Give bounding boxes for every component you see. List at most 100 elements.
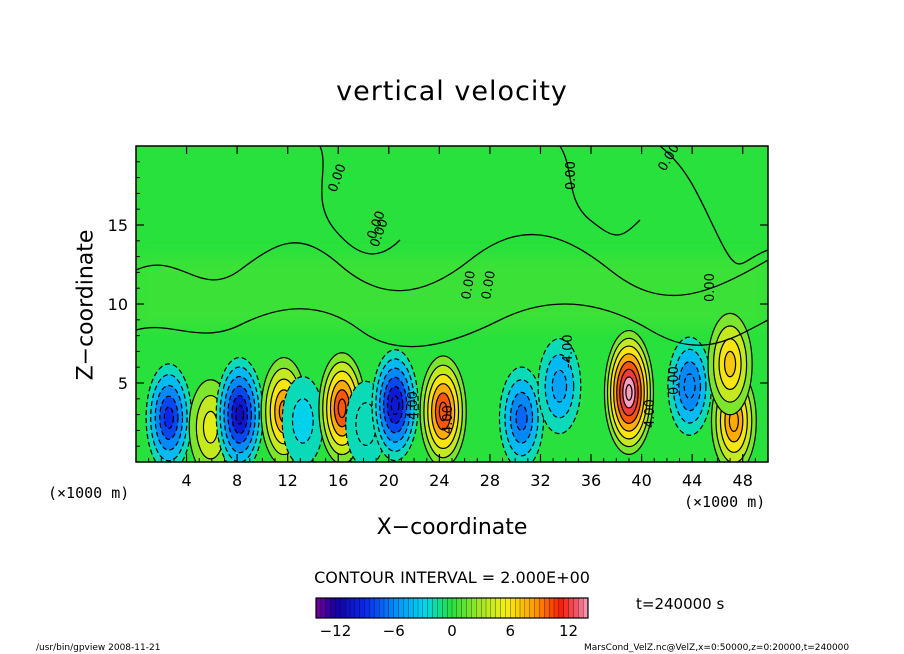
colorbar-swatch [568,597,574,619]
y-tick-label: 10 [108,295,128,314]
contour-ring [551,369,568,403]
velocity-cell [667,336,712,436]
velocity-cell [603,329,655,455]
velocity-cell [145,363,193,462]
colorbar-swatch [529,597,536,619]
contour-label: 4.00 [441,405,456,434]
x-tick-label: 44 [682,471,702,490]
contour-ring [337,398,347,419]
colorbar-swatch [510,597,516,619]
footer-left: /usr/bin/gpview 2008-11-21 [36,643,161,653]
x-tick-label: 36 [581,471,601,490]
contour-label: 0.00 [479,270,499,301]
colorbar-swatch [442,597,448,619]
contour-ring [202,410,219,444]
x-unit-right: (×1000 m) [684,493,766,511]
footer-right: MarsCond_VelZ.nc@VelZ,x=0:50000,z=0:2000… [584,643,850,653]
colorbar-tick-label: 12 [559,622,578,640]
colorbar-swatch [412,597,419,619]
colorbar-swatch [340,597,346,619]
x-tick-label: 4 [181,471,191,490]
zero-contour-line [559,146,641,236]
colorbar-swatch [354,597,361,619]
x-tick-label: 48 [733,471,753,490]
colorbar-swatch [432,597,438,619]
colorbar-swatch [320,597,327,619]
contour-ring [625,384,633,401]
colorbar-tick-label: 0 [447,622,457,640]
colorbar-frame [315,597,589,619]
contour-label: 4.00 [406,391,421,420]
contour-ring [683,373,696,400]
contour-ring [438,401,448,422]
contour-interval-text: CONTOUR INTERVAL = 2.000E+00 [314,568,590,587]
velocity-cell [707,312,753,416]
colorbar-swatch [514,597,521,619]
contour-label: 0.00 [459,270,479,301]
colorbar-swatch [534,597,540,619]
contour-ring [390,395,400,415]
colorbar-swatch [480,597,487,619]
colorbar-swatch [500,597,506,619]
colorbar-swatch [466,597,472,619]
x-tick-label: 40 [631,471,651,490]
colorbar: −12 −6 0 6 12 [315,597,589,640]
contour-label: 0.00 [703,273,718,302]
contour-ring [291,398,314,444]
colorbar-tick-label: 6 [506,622,516,640]
colorbar-swatch [456,597,463,619]
y-tick-label: 15 [108,216,128,235]
colorbar-swatch [388,597,395,619]
zero-contour-line [659,146,768,265]
colorbar-swatch [398,597,404,619]
contour-ring [163,406,175,430]
colorbar-swatch [422,597,429,619]
velocity-cell [215,356,264,462]
colorbar-swatch [417,597,424,619]
contour-ring [723,350,737,378]
colorbar-swatch [553,597,560,619]
x-tick-label: 16 [328,471,348,490]
contour-label: 4.00 [643,399,658,428]
colorbar-swatch [446,597,453,619]
contour-label: -4.00 [561,334,576,368]
colorbar-swatch [573,597,579,619]
plot-area: 0.000.000.000.000.000.000.000.000.00-4.0… [136,146,768,462]
velocity-cell [371,349,419,462]
zero-contour-line [319,146,401,255]
colorbar-swatch [408,597,414,619]
colorbar-swatch [519,597,526,619]
colorbar-swatch [558,597,565,619]
zero-contour-line [136,303,768,348]
colorbar-swatch [471,597,477,619]
velocity-cell [537,338,582,435]
colorbar-swatch [378,597,385,619]
zero-contour-line [136,233,768,297]
x-tick-label: 20 [379,471,399,490]
colorbar-swatch [383,597,390,619]
x-tick-label: 32 [530,471,550,490]
colorbar-swatch [325,597,332,619]
colorbar-swatch [563,597,570,619]
colorbar-swatch [349,597,356,619]
contour-label: 0.00 [564,161,579,190]
colorbar-swatch [427,597,434,619]
contour-ring [515,404,528,432]
y-tick-label: 5 [118,374,128,393]
velocity-cell [498,366,545,462]
x-tick-label: 28 [480,471,500,490]
colorbar-tick-label: −12 [320,622,352,640]
colorbar-tick-label: −6 [383,622,405,640]
velocity-cell [281,376,325,462]
colorbar-swatch [344,597,351,619]
colorbar-swatch [524,597,531,619]
x-tick-label: 12 [278,471,298,490]
time-label: t=240000 s [636,595,725,613]
colorbar-swatch [539,597,545,619]
colorbar-swatch [490,597,497,619]
velocity-cell [419,355,467,462]
contour-label: 0.00 [667,366,682,395]
colorbar-swatch [548,597,555,619]
colorbar-swatch [335,597,341,619]
